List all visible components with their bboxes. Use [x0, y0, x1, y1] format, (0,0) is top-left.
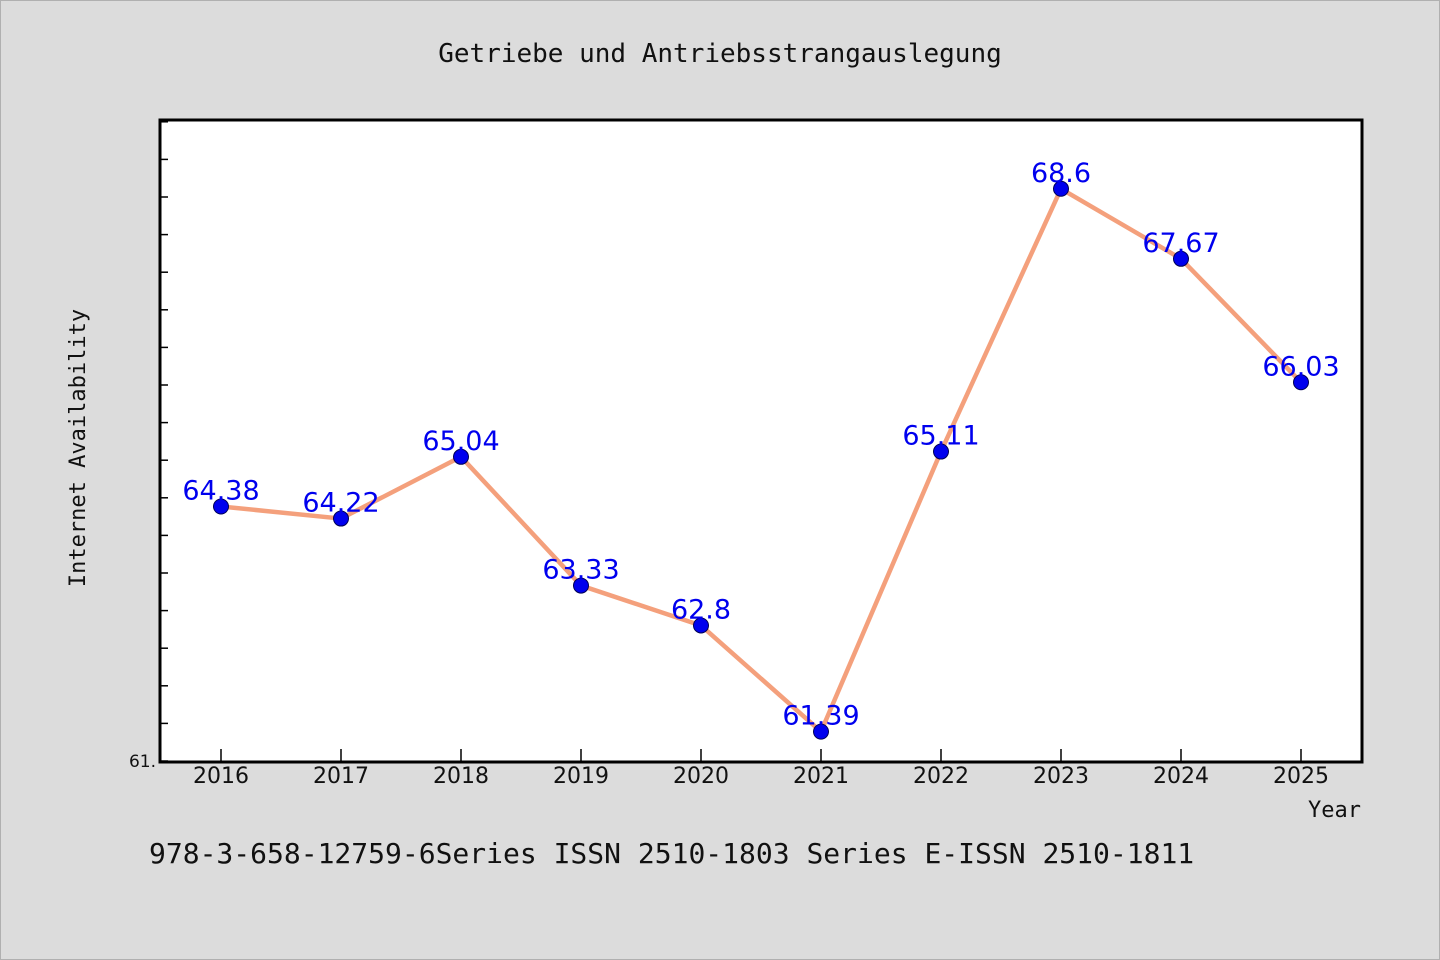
- series-line: [218, 186, 1304, 734]
- chart-title: Getriebe und Antriebsstrangauslegung: [438, 39, 1002, 69]
- x-tick-label: 2025: [1273, 764, 1329, 789]
- x-tick-label: 2018: [433, 764, 489, 789]
- data-point: [933, 443, 949, 460]
- data-label: 62.8: [671, 594, 731, 625]
- data-label: 68.6: [1031, 158, 1091, 189]
- data-point: [1173, 250, 1189, 267]
- data-label: 65.11: [902, 421, 979, 452]
- series-layer: 64.38 64.22 65.04 63.33 62.8 61.39 65.11 68.6 67…: [182, 158, 1340, 740]
- data-label: 65.04: [422, 426, 499, 457]
- x-axis: 2016 2017 2018 2019 2020 2021 2022 2023 2024 2025: [193, 749, 1329, 789]
- data-label: 67.67: [1142, 228, 1219, 259]
- data-label: 61.39: [782, 701, 859, 732]
- footer-isbn-text: 978-3-658-12759-6Series ISSN 2510-1803 S…: [149, 837, 1194, 870]
- data-point: [213, 498, 229, 515]
- x-tick-label: 2019: [553, 764, 609, 789]
- data-point: [693, 617, 709, 634]
- x-tick-label: 2021: [793, 764, 849, 789]
- data-point: [813, 723, 829, 740]
- x-tick-label: 2016: [193, 764, 249, 789]
- plot-area: [158, 118, 1364, 764]
- data-point: [573, 577, 589, 594]
- data-point: [1293, 374, 1309, 391]
- y-axis-minor-ticks: [161, 121, 168, 762]
- data-label: 64.22: [302, 488, 379, 519]
- x-tick-label: 2022: [913, 764, 969, 789]
- x-tick-label: 2017: [313, 764, 369, 789]
- data-label: 66.03: [1262, 351, 1339, 382]
- y-axis-label: Internet Availability: [66, 309, 91, 587]
- x-tick-label: 2020: [673, 764, 729, 789]
- data-label: 63.33: [542, 555, 619, 586]
- data-label: 64.38: [182, 476, 259, 507]
- data-point: [1053, 180, 1069, 197]
- data-point: [453, 448, 469, 465]
- data-point: [333, 510, 349, 527]
- x-tick-label: 2024: [1153, 764, 1209, 789]
- x-axis-label: Year: [1308, 798, 1361, 823]
- y-tick-label: 61.: [129, 752, 156, 772]
- x-tick-label: 2023: [1033, 764, 1089, 789]
